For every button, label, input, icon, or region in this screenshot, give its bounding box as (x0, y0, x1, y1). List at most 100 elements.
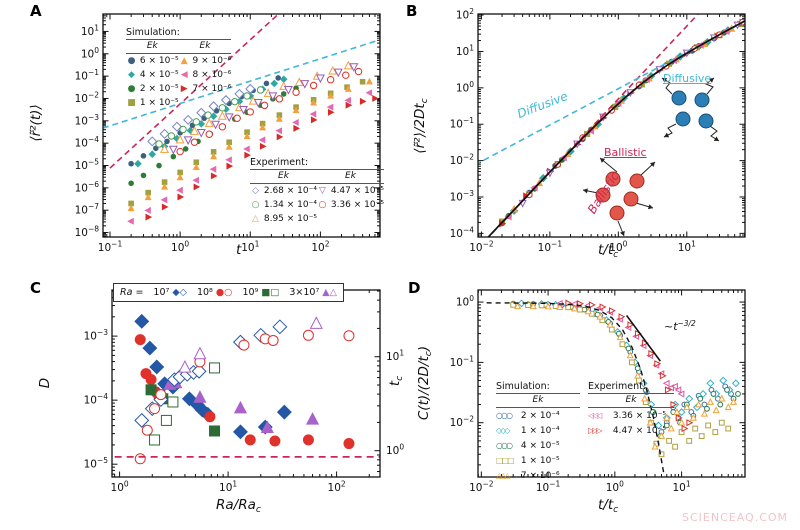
legend-column-header: Ek (178, 40, 232, 54)
panel-c-xlabel: Ra/Rac (216, 497, 261, 515)
legend-entry: △ 8.95 × 10⁻⁵ (250, 212, 317, 226)
svg-text:10−4: 10−4 (450, 225, 475, 240)
legend-marker-icon: ● (127, 84, 136, 94)
guide-master-curve (487, 20, 745, 237)
svg-text:100: 100 (111, 480, 129, 495)
panel-b-ylabel: ⟨r̃²⟩/2Dtc (412, 98, 430, 154)
svg-text:10−3: 10−3 (84, 328, 109, 343)
series-corr-sim-7e-6 (514, 302, 738, 450)
svg-text:10−2: 10−2 (75, 90, 100, 105)
legend-value: 9 × 10⁻⁶ (189, 56, 232, 66)
series-D-Ra-3e7 (163, 375, 320, 434)
panel-letter-b: B (406, 2, 418, 20)
svg-text:100: 100 (386, 443, 404, 458)
legend-entry: ● 2 × 10⁻⁵ (126, 82, 179, 96)
legend-marker-icon: ○ (251, 200, 260, 210)
ra-legend-glyph: ■ (261, 287, 271, 298)
guide-exponential-fit (486, 302, 665, 477)
svg-text:101: 101 (673, 480, 691, 495)
panel-a-ylabel: ⟨r̃²(t)⟩ (28, 104, 44, 142)
legend-entry: ○○○ 4 × 10⁻⁵ (496, 438, 580, 453)
ra-legend-glyph: ▲ (322, 287, 330, 298)
legend-value: 4 × 10⁻⁵ (137, 70, 179, 80)
legend-value: 7 × 10⁻⁶ (518, 471, 560, 481)
legend-value: 1 × 10⁻⁵ (137, 98, 179, 108)
svg-text:100: 100 (456, 80, 474, 95)
legend-marker-icon: □□□ (496, 456, 515, 465)
panel-A-frame (102, 13, 381, 238)
series-D-Ra-1e8 (134, 334, 355, 450)
panel-letter-d: D (408, 279, 421, 297)
legend-column-header: Ek (496, 394, 580, 408)
panel-letter-a: A (30, 2, 42, 20)
svg-text:10−1: 10−1 (536, 480, 561, 495)
legend-column-header: Ek (250, 170, 317, 184)
panel-letter-c: C (30, 279, 42, 297)
svg-text:10−4: 10−4 (75, 135, 100, 150)
legend-marker-icon: ▲ (180, 56, 188, 66)
svg-text:101: 101 (81, 23, 99, 38)
panel-d-ylabel: C(t)/(2D/tc) (416, 345, 434, 421)
legend-marker-icon: ◇ (252, 186, 259, 196)
legend-value: 1 × 10⁻⁵ (518, 456, 560, 466)
legend-entry: ○ 3.36 × 10⁻⁵ (317, 198, 384, 212)
legend-marker-icon: ◇◇◇ (496, 426, 510, 435)
svg-text:100: 100 (609, 240, 627, 255)
ra-legend-glyph: 10⁹ (242, 287, 262, 298)
panel-c-ylabel-right: tc (387, 375, 405, 387)
panel-c-ylabel: D (37, 377, 53, 389)
legend-entry: △△△ 7 × 10⁻⁶ (496, 468, 580, 483)
ra-legend-item: 10⁸ ●○ (197, 286, 233, 299)
legend-entry: ○○○ 2 × 10⁻⁴ (496, 408, 580, 423)
series-sim-ek-8e-6 (127, 89, 373, 225)
legend-value: 4.47 × 10⁻⁵ (327, 186, 384, 196)
ra-legend-glyph: □ (270, 287, 280, 298)
legend-column-header: Ek (126, 40, 179, 54)
legend-entry: □□□ 1 × 10⁻⁵ (496, 453, 580, 468)
legend-column: Ek ◇ 2.68 × 10⁻⁴ ○ 1.34 × 10⁻⁴ △ 8.95 × 10⁻… (250, 170, 317, 226)
ra-legend-item: 10⁷ ◆◇ (153, 286, 187, 299)
series-exp-ek-2.68e-4 (147, 83, 256, 147)
legend-entry: ■ 1 × 10⁻⁵ (126, 96, 179, 110)
legend-value: 4.47 × 10⁻⁵ (610, 426, 666, 436)
series-sim-ek-7e-6 (145, 94, 379, 221)
ra-legend-prefix: Ra = (120, 287, 144, 298)
panel-D-tick-labels: 10−2 10−1 100 101 100 10−1 10−2 (450, 294, 691, 494)
svg-text:10−8: 10−8 (75, 225, 100, 240)
series-collapse-sim-6 (504, 27, 730, 221)
d-simulation-title: Simulation: (496, 381, 550, 392)
inset-ballistic-label: Ballistic (604, 146, 647, 159)
panel-B-frame (477, 13, 746, 238)
svg-text:101: 101 (241, 240, 259, 255)
ra-legend-glyph: 10⁸ (196, 287, 216, 298)
simulation-legend-title: Simulation: (126, 27, 180, 38)
ra-legend-item: 3×10⁷ ▲△ (289, 286, 337, 299)
ra-legend-glyph: 10⁷ (153, 287, 173, 298)
svg-text:101: 101 (219, 480, 237, 495)
legend-column: Ek ▲ 9 × 10⁻⁶ ◀ 8 × 10⁻⁶ ▶ 7 × 10⁻⁶ (178, 40, 232, 110)
svg-text:10−2: 10−2 (450, 415, 475, 430)
svg-text:10−2: 10−2 (469, 480, 494, 495)
series-collapse-sim-2 (509, 26, 733, 215)
panel-C-plot: 100 101 102 10−3 10−4 10−5 101 100 (84, 289, 404, 495)
svg-text:10−5: 10−5 (84, 456, 109, 471)
svg-text:101: 101 (386, 349, 404, 364)
legend-value: 2 × 10⁻⁴ (518, 411, 560, 421)
legend-column: Ek ● 6 × 10⁻⁵ ◆ 4 × 10⁻⁵ ● 2 × 10⁻⁵ ■ 1 × 10… (126, 40, 179, 110)
legend-entry: ▶ 7 × 10⁻⁶ (179, 82, 232, 96)
legend-value: 8 × 10⁻⁶ (189, 70, 232, 80)
svg-text:10−1: 10−1 (98, 240, 123, 255)
legend-entry: ◁◁◁ 3.36 × 10⁻⁵ (588, 408, 674, 423)
svg-text:10−4: 10−4 (84, 392, 109, 407)
series-exp-ek-4.47e-5 (168, 63, 359, 155)
svg-text:10−1: 10−1 (75, 68, 100, 83)
panel-a-xlabel: t (236, 242, 242, 258)
svg-text:10−2: 10−2 (450, 153, 475, 168)
series-tc-Ra-1e9 (149, 362, 221, 446)
svg-text:101: 101 (678, 240, 696, 255)
guide-slope-minus-3-2 (625, 314, 661, 362)
panel-c-ra-legend: Ra = 10⁷ ◆◇ 10⁸ ●○ 10⁹ ■□ 3×10⁷ ▲△ (113, 283, 344, 302)
experiment-legend-title: Experiment: (250, 157, 309, 168)
legend-value: 2.68 × 10⁻⁴ (261, 186, 317, 196)
